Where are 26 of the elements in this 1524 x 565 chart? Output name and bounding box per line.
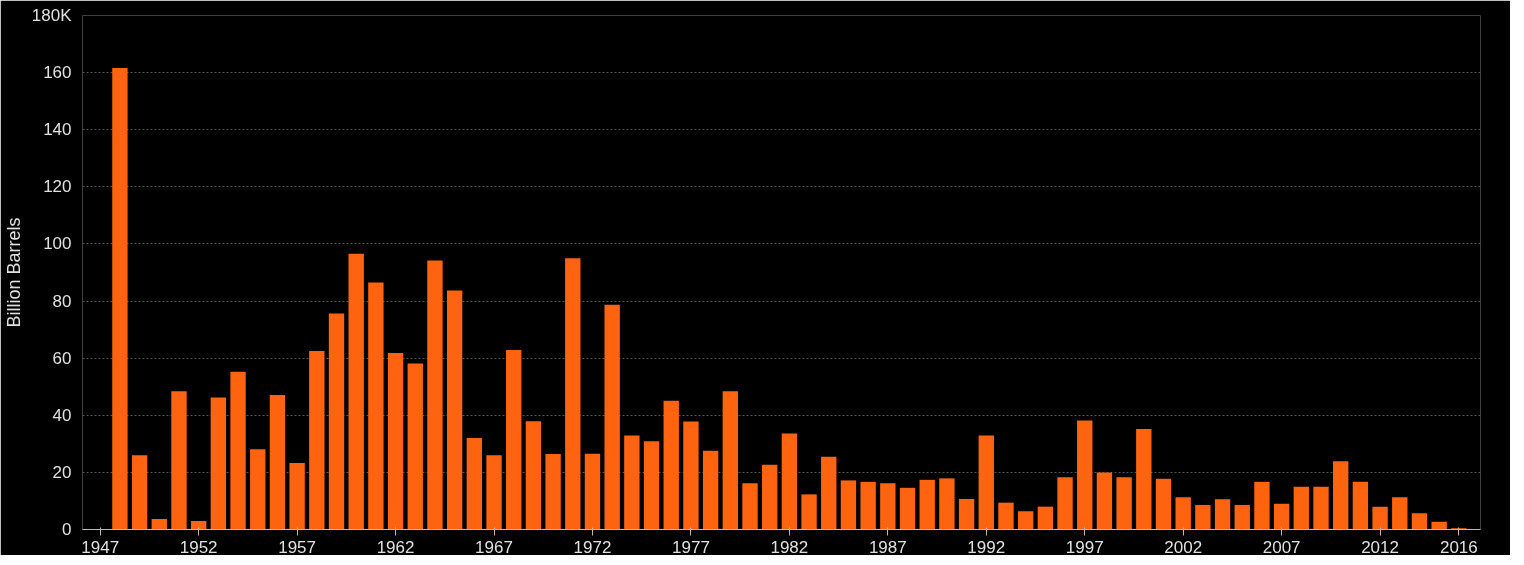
y-tick-label: 80 [52, 291, 72, 311]
y-tick-label: 120 [43, 177, 72, 197]
x-tick-label: 1997 [1065, 537, 1104, 557]
y-tick-label: 60 [52, 348, 72, 368]
y-tick-label: 180K [31, 6, 73, 25]
y-tick-label: 20 [52, 462, 72, 482]
x-tick-label: 1962 [376, 537, 415, 557]
x-tick-label: 1952 [179, 537, 218, 557]
x-tick-label: 2007 [1262, 537, 1301, 557]
x-tick-label: 2016 [1439, 537, 1478, 557]
x-tick-label: 1987 [868, 537, 907, 557]
x-tick-label: 1977 [672, 537, 710, 557]
y-tick-label: 140 [43, 120, 72, 140]
y-tick-label: 160 [43, 63, 72, 83]
x-tick-label: 1992 [967, 537, 1006, 557]
x-tick-label: 1967 [475, 537, 513, 557]
x-tick-label: 1982 [770, 537, 809, 557]
x-tick-label: 1957 [278, 537, 317, 557]
x-tick-label: 1947 [81, 537, 120, 557]
y-tick-label: 100 [43, 234, 72, 254]
x-tick-label: 1972 [573, 537, 612, 557]
x-tick-label: 2012 [1361, 537, 1399, 557]
y-axis-title: Billion Barrels [3, 217, 24, 328]
y-tick-label: 0 [62, 520, 72, 539]
y-tick-label: 40 [52, 405, 72, 425]
x-tick-label: 2002 [1164, 537, 1203, 557]
